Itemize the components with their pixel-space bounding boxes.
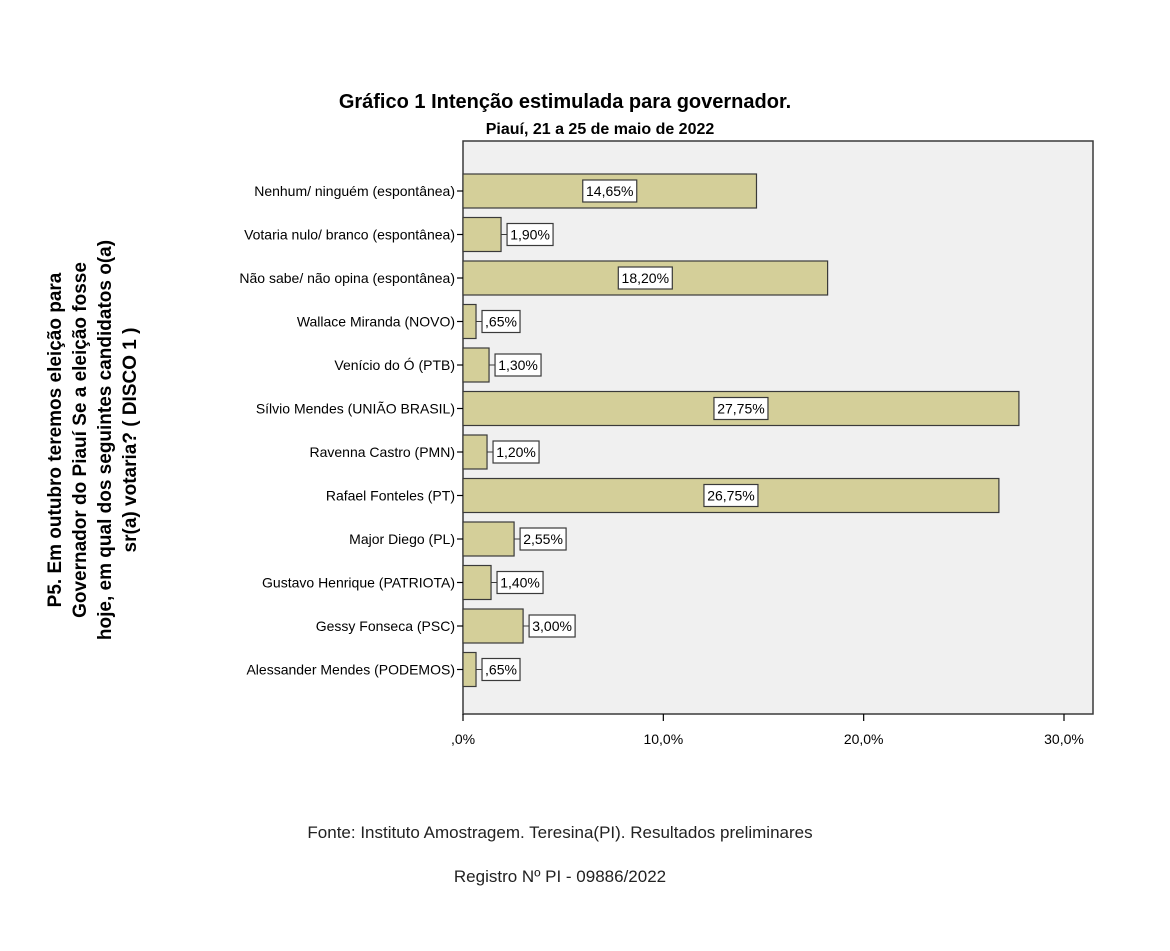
x-tick-label: 10,0% xyxy=(643,731,683,747)
x-tick-label: ,0% xyxy=(451,731,475,747)
data-label: 1,40% xyxy=(500,575,540,591)
category-label: Não sabe/ não opina (espontânea) xyxy=(239,270,455,286)
data-label-box xyxy=(582,179,638,203)
chart-title: Gráfico 1 Intenção estimulada para gover… xyxy=(339,91,791,113)
data-label: ,65% xyxy=(485,314,517,330)
data-label-box xyxy=(481,309,521,334)
category-label: Venício do Ó (PTB) xyxy=(334,357,455,373)
data-label: 26,75% xyxy=(707,488,754,504)
bar xyxy=(462,608,524,644)
category-label: Wallace Miranda (NOVO) xyxy=(297,314,455,330)
bar xyxy=(462,651,477,688)
data-label-box xyxy=(713,396,769,421)
y-axis-title-line: Governador do Piauí Se a eleição fosse xyxy=(70,262,91,618)
footer-registry: Registro Nº PI - 09886/2022 xyxy=(454,867,666,886)
category-label: Alessander Mendes (PODEMOS) xyxy=(246,662,455,678)
data-label-box xyxy=(703,483,759,508)
data-label-box xyxy=(519,527,567,551)
bar xyxy=(462,564,492,601)
data-label: 18,20% xyxy=(622,270,669,286)
category-label: Nenhum/ ninguém (espontânea) xyxy=(254,183,455,199)
bar xyxy=(462,521,515,557)
bar xyxy=(462,347,490,383)
data-label-box xyxy=(492,440,540,464)
data-label-box xyxy=(481,657,521,682)
data-label-box xyxy=(528,614,576,638)
bar xyxy=(462,216,502,253)
data-label: 1,90% xyxy=(510,227,550,243)
category-label: Gustavo Henrique (PATRIOTA) xyxy=(262,575,455,591)
y-axis-title-line: P5. Em outubro teremos eleição para xyxy=(45,272,66,607)
category-label: Major Diego (PL) xyxy=(349,531,455,547)
data-label: 27,75% xyxy=(717,401,764,417)
y-axis-title-line: hoje, em qual dos seguintes candidatos o… xyxy=(95,240,116,640)
category-label: Rafael Fonteles (PT) xyxy=(326,488,455,504)
bar xyxy=(462,303,477,340)
data-label: 1,20% xyxy=(496,444,536,460)
y-axis-title-line: sr(a) votaria? ( DISCO 1 ) xyxy=(120,328,141,553)
data-label-box xyxy=(506,222,554,247)
data-label: 1,30% xyxy=(498,357,538,373)
category-label: Votaria nulo/ branco (espontânea) xyxy=(244,227,455,243)
category-label: Gessy Fonseca (PSC) xyxy=(316,618,455,634)
data-label: 14,65% xyxy=(586,183,633,199)
bar xyxy=(462,434,488,470)
data-label: 2,55% xyxy=(523,531,563,547)
data-label: 3,00% xyxy=(532,618,572,634)
data-label: ,65% xyxy=(485,662,517,678)
category-label: Ravenna Castro (PMN) xyxy=(310,444,456,460)
x-tick-label: 30,0% xyxy=(1044,731,1084,747)
data-label-box xyxy=(617,266,673,290)
data-label-box xyxy=(496,570,544,595)
data-label-box xyxy=(494,353,542,377)
category-label: Sílvio Mendes (UNIÃO BRASIL) xyxy=(256,401,455,417)
x-tick-label: 20,0% xyxy=(844,731,884,747)
chart-subtitle: Piauí, 21 a 25 de maio de 2022 xyxy=(486,121,715,138)
footer-source: Fonte: Instituto Amostragem. Teresina(PI… xyxy=(307,823,812,842)
